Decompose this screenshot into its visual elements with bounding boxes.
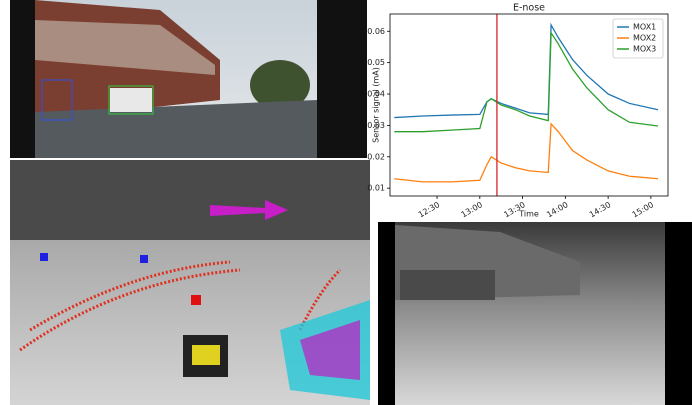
y-tick-label: 0.03: [367, 121, 385, 130]
y-tick-label: 0.05: [367, 58, 385, 67]
y-tick-label: 0.02: [367, 152, 385, 161]
camera-view: [10, 0, 367, 158]
marker: [140, 255, 148, 263]
thermal-van: [400, 270, 495, 300]
y-tick-label: 0.06: [367, 27, 385, 36]
rviz-view: [10, 160, 370, 405]
chart-title: E-nose: [513, 3, 545, 14]
y-tick-label: 0.04: [367, 90, 385, 99]
marker: [191, 295, 201, 305]
y-axis-label: Sensor signal (mA): [372, 67, 381, 143]
figure: E-nose Time Sensor signal (mA) 0.010.020…: [0, 0, 692, 405]
legend-label: MOX3: [633, 45, 656, 54]
legend-label: MOX2: [633, 34, 656, 43]
y-tick-label: 0.01: [367, 184, 385, 193]
robot-top: [192, 345, 220, 365]
legend-label: MOX1: [633, 23, 656, 32]
van: [110, 88, 152, 112]
marker: [40, 253, 48, 261]
thermal-view: [378, 222, 692, 405]
